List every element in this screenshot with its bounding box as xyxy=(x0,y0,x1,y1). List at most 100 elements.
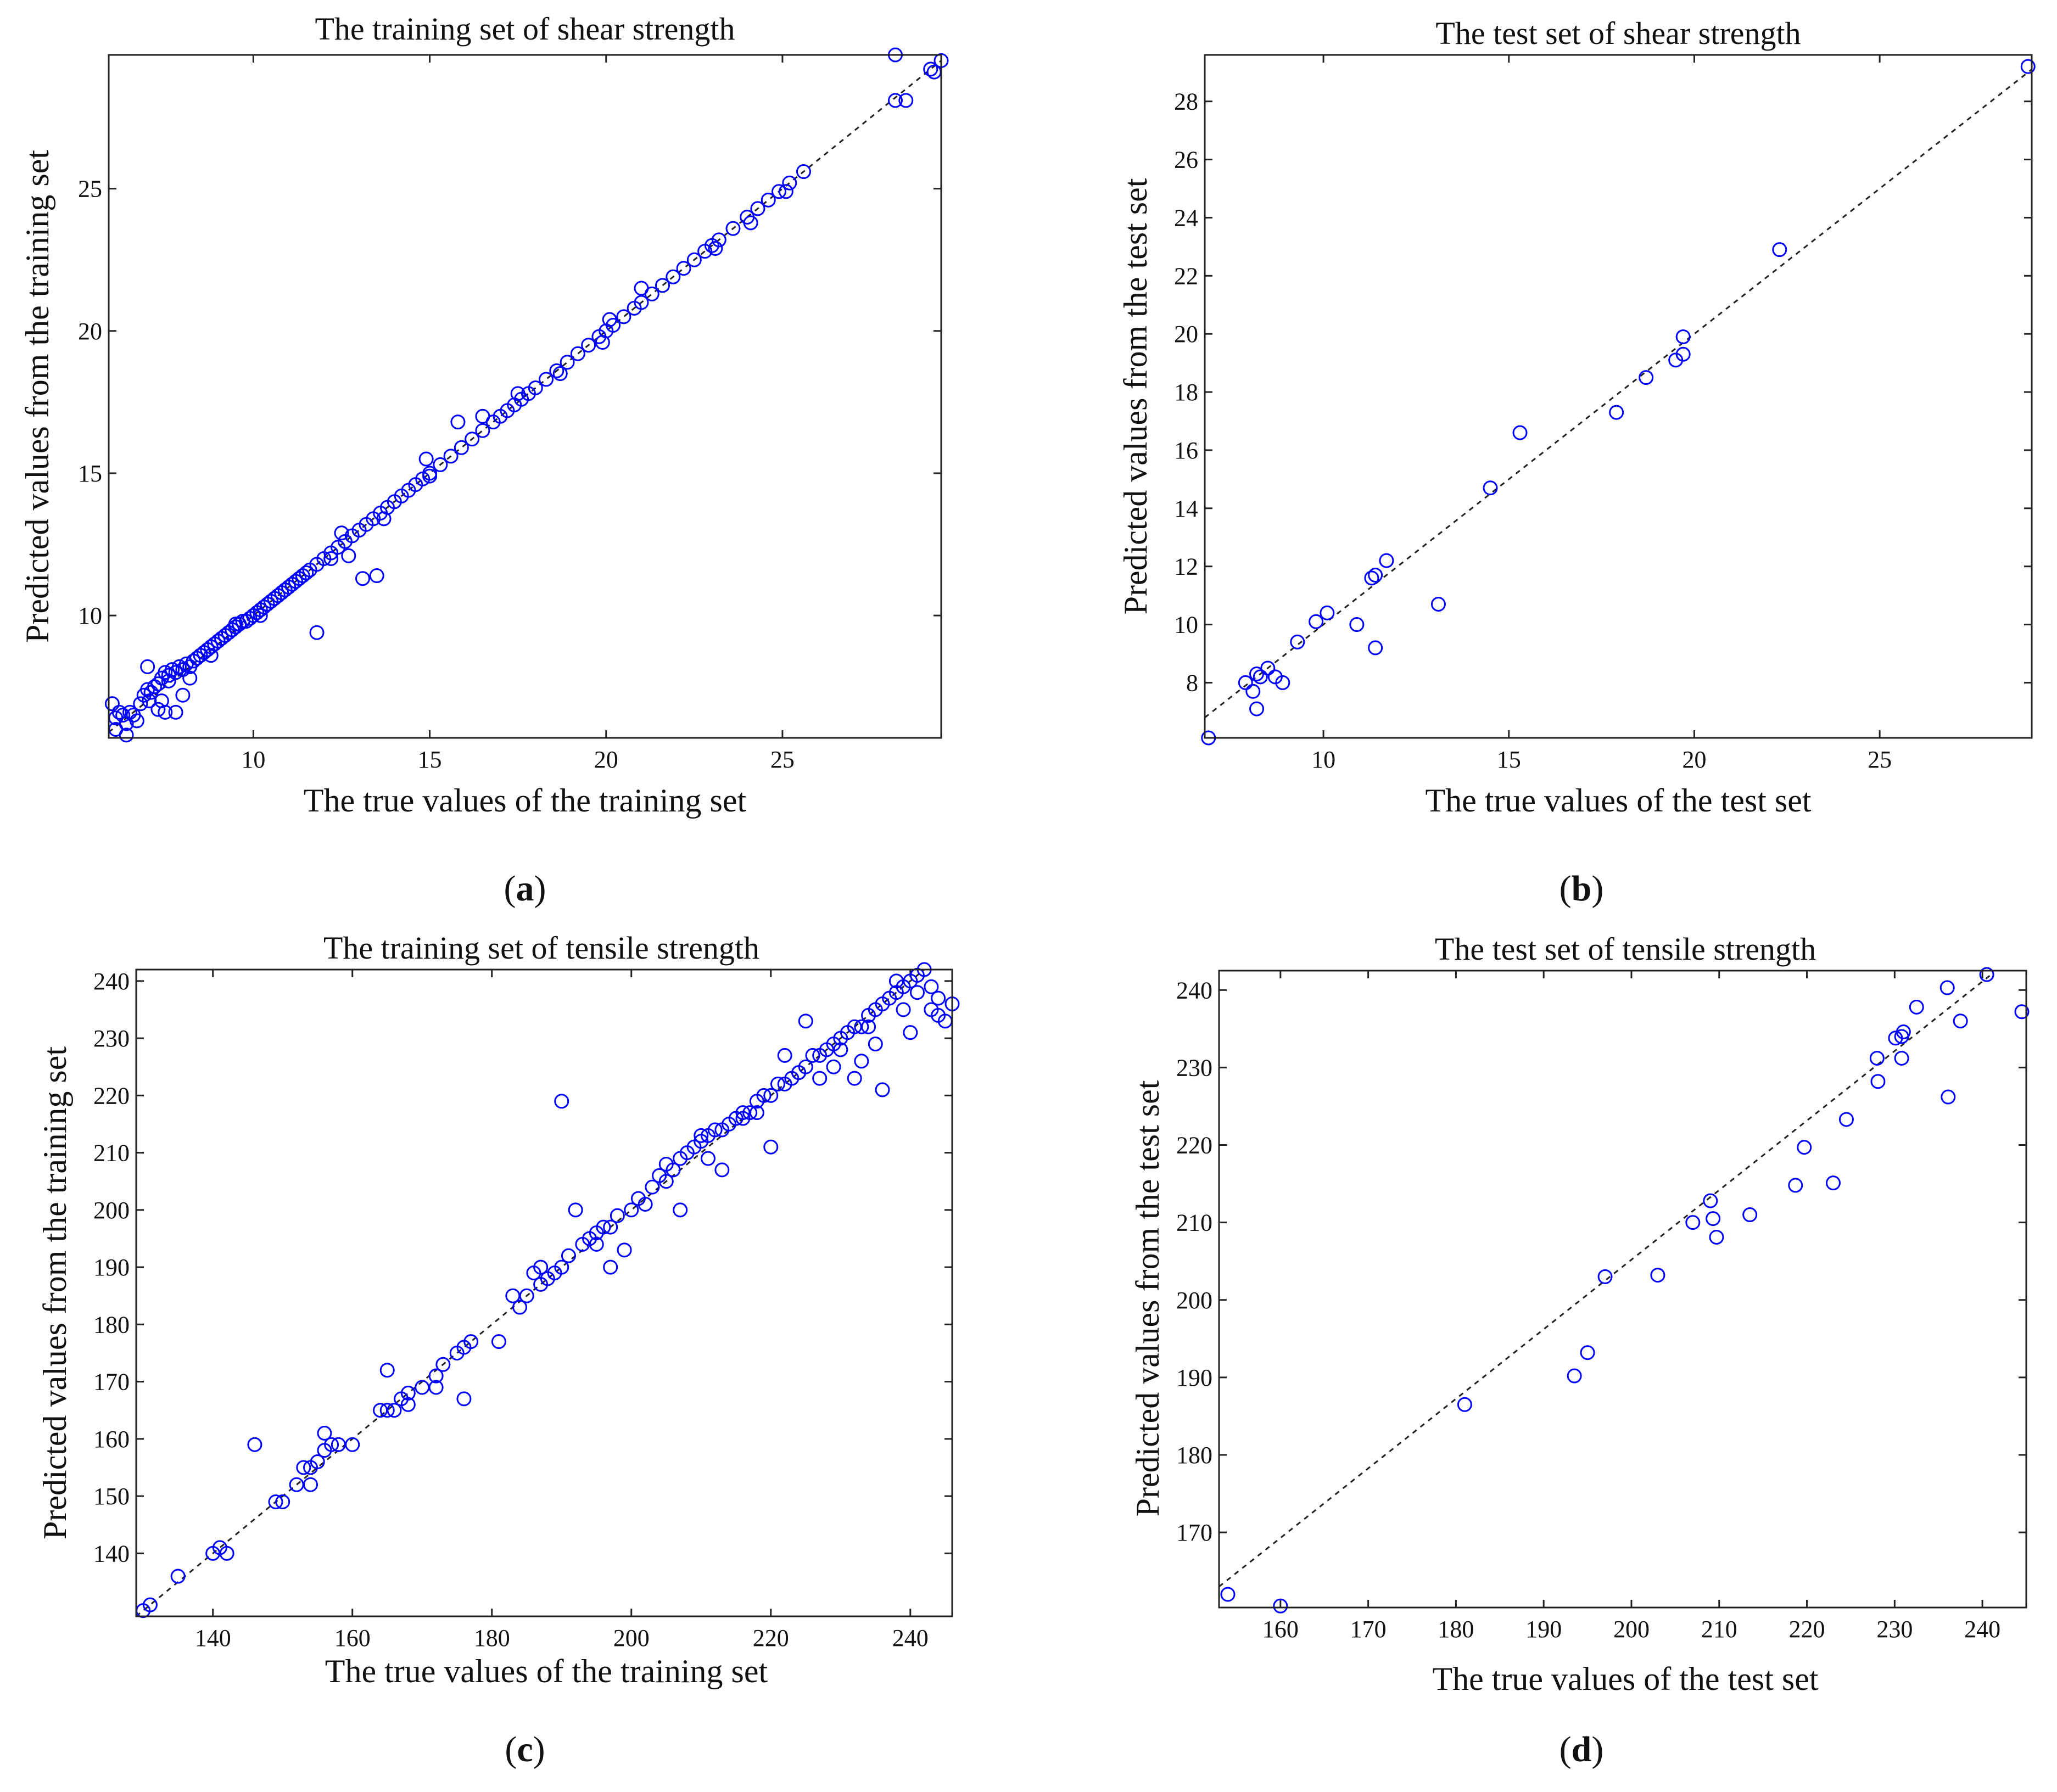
panel-c-point-123 xyxy=(791,1065,807,1080)
panel-c-point-116 xyxy=(345,1437,360,1452)
panel-d-point-12 xyxy=(1788,1178,1803,1193)
panel-a-point-136 xyxy=(253,608,268,623)
panel-d-point-7 xyxy=(1685,1215,1701,1230)
panel-a-point-95 xyxy=(616,309,631,324)
panel-a-point-77 xyxy=(454,440,469,455)
panel-c-reference-line xyxy=(136,968,925,1617)
panel-c-ytick-label-6: 200 xyxy=(93,1197,130,1224)
panel-c-point-90 xyxy=(456,1391,472,1407)
panel-c-point-6 xyxy=(268,1494,283,1510)
panel-c-ytick-label-9: 230 xyxy=(93,1025,130,1052)
panel-c-point-111 xyxy=(652,1168,667,1183)
panel-a-caption-letter: a xyxy=(516,869,534,909)
panel-b-ylabel: Predicted values from the test set xyxy=(1117,178,1154,614)
panel-d-point-19 xyxy=(1894,1050,1909,1066)
panel-d-point-9 xyxy=(1706,1211,1721,1227)
panel-a-point-7 xyxy=(129,713,144,729)
panel-c-point-125 xyxy=(868,1037,883,1052)
panel-c-point-1 xyxy=(142,1597,158,1612)
panel-a-ytick-label-1: 15 xyxy=(78,460,102,487)
panel-d-ytick-label-0: 170 xyxy=(1176,1519,1212,1546)
panel-c-point-89 xyxy=(603,1259,618,1275)
panel-a-point-111 xyxy=(782,175,797,191)
panel-d-point-13 xyxy=(1797,1140,1812,1155)
panel-d-point-27 xyxy=(2014,1004,2030,1020)
panel-a-point-140 xyxy=(510,386,526,401)
panel-c-point-33 xyxy=(561,1248,576,1263)
panel-a-point-145 xyxy=(708,240,723,256)
panel-b-point-24 xyxy=(1675,329,1691,344)
panel-c-point-58 xyxy=(763,1088,779,1103)
panel-d-ytick-label-7: 240 xyxy=(1176,977,1212,1004)
panel-b-point-21 xyxy=(1639,370,1654,385)
panel-b-point-23 xyxy=(1675,346,1691,362)
panel-b-xtick-label-3: 25 xyxy=(1868,746,1892,773)
panel-c-point-9 xyxy=(296,1460,311,1475)
panel-d-point-22 xyxy=(1909,999,1924,1015)
panel-a-point-120 xyxy=(175,687,191,703)
panel-d-point-16 xyxy=(1869,1050,1885,1066)
panel-c-point-109 xyxy=(749,1105,764,1121)
panel-a-point-91 xyxy=(581,338,596,353)
panel-c-point-104 xyxy=(861,1019,876,1034)
panel-c-point-94 xyxy=(847,1071,862,1086)
panel-c-point-39 xyxy=(610,1208,625,1223)
panel-d-point-23 xyxy=(1939,980,1955,995)
panel-c-ytick-label-0: 140 xyxy=(93,1540,130,1567)
panel-c-xtick-label-2: 180 xyxy=(474,1625,510,1651)
panel-a-ytick-label-0: 10 xyxy=(78,602,102,629)
panel-d-point-6 xyxy=(1650,1268,1665,1283)
panel-a-point-108 xyxy=(750,201,765,216)
panel-c-point-5 xyxy=(247,1437,262,1452)
panel-b-caption-letter: b xyxy=(1572,869,1592,909)
panel-c-xtick-label-4: 220 xyxy=(753,1625,789,1651)
panel-a-xlabel: The true values of the training set xyxy=(304,782,747,819)
panel-c-point-98 xyxy=(903,1025,918,1040)
panel-c-point-122 xyxy=(735,1111,751,1126)
panel-c-xtick-label-1: 160 xyxy=(334,1625,371,1651)
panel-d-point-2 xyxy=(1457,1397,1472,1412)
panel-c-caption: (c) xyxy=(505,1729,545,1769)
panel-a-point-16 xyxy=(158,665,173,680)
panel-c-point-21 xyxy=(428,1368,444,1384)
panel-a-point-144 xyxy=(634,281,649,296)
panel-a-point-122 xyxy=(140,659,155,674)
panel-a-point-112 xyxy=(796,164,811,180)
panel-d-point-24 xyxy=(1941,1089,1956,1105)
panel-a-point-99 xyxy=(655,278,670,293)
panel-a-point-130 xyxy=(475,408,490,424)
panel-a-point-105 xyxy=(711,232,726,248)
panel-c: The training set of tensile strength 140… xyxy=(37,930,960,1769)
panel-b-title: The test set of shear strength xyxy=(1435,15,1801,51)
panel-a-point-101 xyxy=(676,261,691,276)
panel-a-title: The training set of shear strength xyxy=(315,11,735,47)
panel-a-point-139 xyxy=(418,451,434,467)
panel-a-point-2 xyxy=(111,704,127,720)
panel-a-point-123 xyxy=(154,693,169,709)
panel-b-point-2 xyxy=(1245,684,1261,699)
panel-a-point-115 xyxy=(923,61,938,77)
panel-c-point-95 xyxy=(658,1156,674,1172)
panel-a-point-78 xyxy=(465,432,480,447)
panel-d-point-25 xyxy=(1953,1013,1968,1029)
panel-d-xtick-label-7: 230 xyxy=(1876,1616,1913,1643)
panel-a-xtick-label-1: 15 xyxy=(418,746,442,773)
panel-b-xtick-label-0: 10 xyxy=(1311,746,1335,773)
panel-d-ytick-label-3: 200 xyxy=(1176,1287,1212,1314)
panel-a-point-133 xyxy=(119,727,134,743)
panel-c-point-121 xyxy=(700,1151,716,1166)
panel-c-point-59 xyxy=(770,1076,785,1091)
panel-c-point-13 xyxy=(324,1437,339,1452)
panel-a-axes-frame xyxy=(108,54,942,739)
panel-c-point-19 xyxy=(400,1385,416,1401)
panel-a-point-89 xyxy=(560,355,575,370)
panel-d-ytick-label-5: 220 xyxy=(1176,1132,1212,1159)
panel-b-xtick-label-1: 15 xyxy=(1497,746,1521,773)
panel-c-point-26 xyxy=(491,1334,506,1349)
panel-c-point-40 xyxy=(624,1202,639,1218)
panel-a-xtick-label-0: 10 xyxy=(241,746,265,773)
panel-b-point-4 xyxy=(1249,701,1265,716)
panel-b-ytick-label-4: 16 xyxy=(1174,437,1198,464)
panel-d-ytick-label-2: 190 xyxy=(1176,1364,1212,1391)
panel-c-ytick-label-4: 180 xyxy=(93,1311,130,1338)
